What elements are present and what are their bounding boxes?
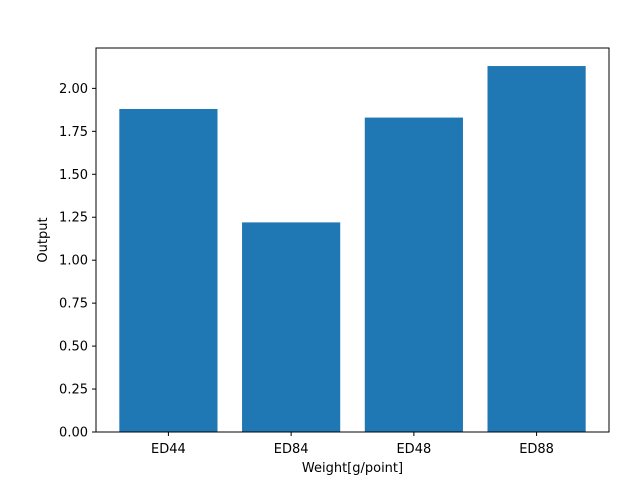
bar-ed44 <box>119 108 218 432</box>
y-axis: 0.00 0.25 0.50 0.75 1.00 1.25 1.50 1.75 2.00 <box>59 82 96 441</box>
x-tick-label: ED88 <box>519 442 554 457</box>
x-axis: ED44 ED84 ED48 ED88 <box>151 432 554 457</box>
y-tick-label: 0.25 <box>59 383 88 398</box>
bars-group <box>119 66 586 432</box>
bar-ed48 <box>364 117 463 432</box>
y-tick-label: 0.50 <box>59 340 88 355</box>
y-tick-label: 1.50 <box>59 168 88 183</box>
y-tick-label: 0.00 <box>59 426 88 441</box>
y-tick-label: 2.00 <box>59 82 88 97</box>
bar-ed84 <box>242 222 341 432</box>
bar-ed88 <box>487 66 586 432</box>
y-axis-label: Output <box>36 217 51 262</box>
x-tick-label: ED84 <box>274 442 309 457</box>
x-tick-label: ED48 <box>396 442 431 457</box>
y-tick-label: 1.25 <box>59 211 88 226</box>
x-axis-label: Weight[g/point] <box>302 461 403 476</box>
y-tick-label: 1.75 <box>59 125 88 140</box>
plot-frame <box>95 47 610 433</box>
x-tick-label: ED44 <box>151 442 186 457</box>
y-tick-label: 1.00 <box>59 254 88 269</box>
y-tick-label: 0.75 <box>59 297 88 312</box>
